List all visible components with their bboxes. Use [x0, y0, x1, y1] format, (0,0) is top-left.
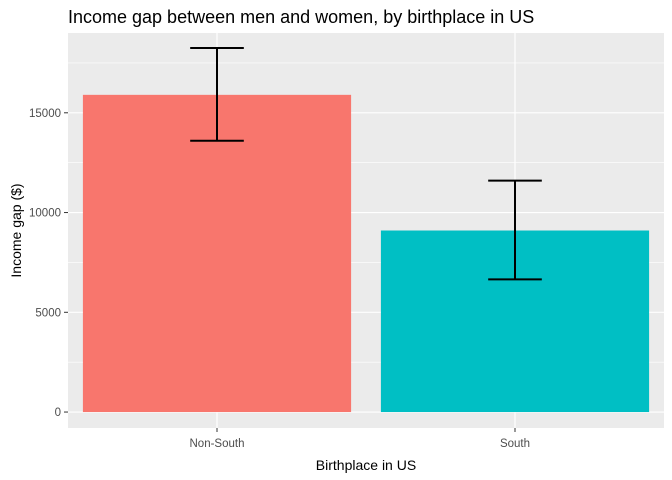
y-axis-ticks: 0 5000 10000 15000	[29, 108, 68, 419]
error-bar	[190, 46, 244, 142]
y-tick-label: 0	[55, 407, 61, 419]
bar-non-south	[82, 94, 352, 413]
x-tick-label: South	[500, 438, 530, 450]
x-axis-ticks: Non-South South	[190, 428, 530, 450]
error-bars	[190, 46, 542, 281]
error-bar	[488, 179, 542, 281]
y-tick-label: 5000	[35, 307, 61, 319]
x-axis-title: Birthplace in US	[316, 457, 416, 473]
bars	[82, 94, 650, 413]
x-tick-label: Non-South	[190, 438, 245, 450]
y-axis-title: Income gap ($)	[8, 183, 24, 277]
chart-title: Income gap between men and women, by bir…	[68, 7, 534, 27]
y-tick-label: 10000	[29, 208, 61, 220]
y-tick-label: 15000	[29, 108, 61, 120]
